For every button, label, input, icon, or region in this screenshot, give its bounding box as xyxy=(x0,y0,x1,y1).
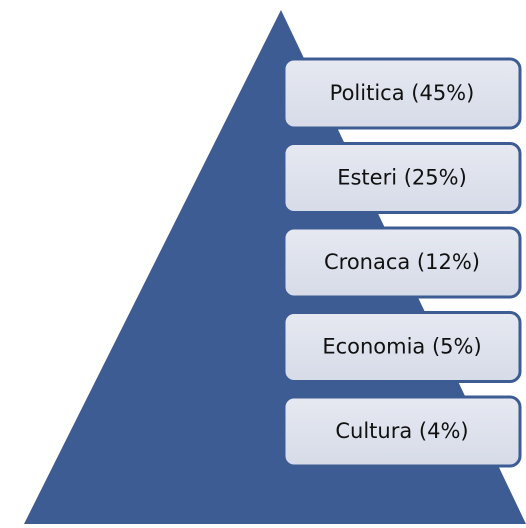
item-box xyxy=(282,57,522,130)
item-label: Cultura (4%) xyxy=(335,419,468,443)
item-box xyxy=(282,395,522,468)
item-label: Esteri (25%) xyxy=(337,166,467,190)
item-label: Politica (45%) xyxy=(330,81,475,105)
item-box xyxy=(282,311,522,383)
item-label: Cronaca (12%) xyxy=(324,250,480,274)
item-box xyxy=(282,226,522,299)
item-label: Economia (5%) xyxy=(322,335,481,359)
item-box xyxy=(282,142,522,214)
item-list: Politica (45%) Esteri (25%) Cronaca (12%) E… xyxy=(282,57,522,468)
